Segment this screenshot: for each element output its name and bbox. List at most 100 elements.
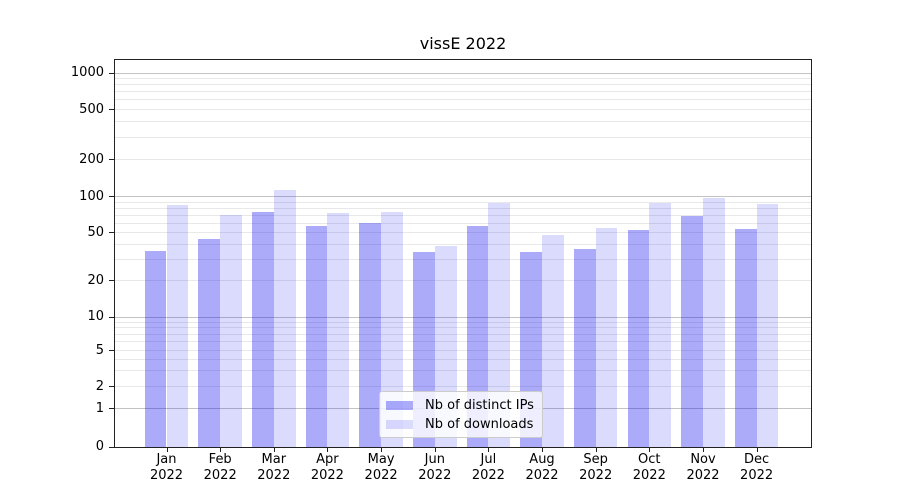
x-tick-mark xyxy=(703,448,704,452)
x-tick-label-aug: Aug 2022 xyxy=(514,452,570,483)
gridline-minor xyxy=(115,258,811,260)
x-tick-month: Apr xyxy=(316,452,339,467)
gridline-minor xyxy=(115,136,811,138)
bar-jan-distinct-ips xyxy=(144,250,167,447)
x-tick-month: Feb xyxy=(208,452,232,467)
y-tick-mark xyxy=(109,109,114,110)
y-tick-mark xyxy=(109,72,114,74)
chart-title: vissE 2022 xyxy=(419,34,507,53)
gridline-major xyxy=(115,316,811,318)
bar-dec-downloads xyxy=(756,204,779,447)
x-tick-mark xyxy=(381,448,383,452)
bar-mar-distinct-ips xyxy=(252,211,274,447)
bar-mar-downloads xyxy=(273,189,296,447)
bar-dec-distinct-ips xyxy=(734,229,757,447)
legend-swatch-downloads xyxy=(386,419,413,429)
gridline-minor xyxy=(115,370,811,372)
x-tick-year: 2022 xyxy=(364,467,398,483)
x-tick-year: 2022 xyxy=(257,467,291,483)
gridline-minor xyxy=(115,222,811,224)
gridline-minor xyxy=(115,350,811,351)
y-tick-mark xyxy=(109,159,114,160)
x-tick-year: 2022 xyxy=(632,467,666,483)
gridline-major xyxy=(115,72,811,74)
bar-jul-downloads xyxy=(488,203,511,447)
x-tick-month: Nov xyxy=(690,452,716,467)
y-tick-label: 500 xyxy=(79,101,104,117)
bar-aug-downloads xyxy=(542,235,564,447)
x-tick-mark xyxy=(166,448,168,452)
gridline-minor xyxy=(115,207,811,209)
x-tick-mark xyxy=(273,448,275,452)
gridline-minor xyxy=(115,99,811,101)
y-tick-label: 5 xyxy=(95,342,104,358)
gridline-minor xyxy=(115,358,811,360)
x-tick-year: 2022 xyxy=(579,467,613,483)
x-tick-label-jan: Jan 2022 xyxy=(139,452,195,483)
bar-oct-distinct-ips xyxy=(627,230,650,447)
gridline-minor xyxy=(115,341,811,343)
y-tick-mark xyxy=(109,196,114,197)
bar-sep-downloads xyxy=(595,228,618,447)
y-tick-label: 1000 xyxy=(70,65,104,80)
y-tick-label: 10 xyxy=(87,309,104,325)
gridline-minor xyxy=(115,201,811,203)
bar-sep-distinct-ips xyxy=(573,249,596,447)
y-tick-label: 1 xyxy=(95,400,104,416)
plot-inner: Nb of distinct IPs Nb of downloads xyxy=(115,60,811,447)
gridline-minor xyxy=(115,159,811,160)
plot-area: Nb of distinct IPs Nb of downloads xyxy=(114,59,812,448)
bar-oct-downloads xyxy=(649,203,672,447)
bar-feb-distinct-ips xyxy=(198,238,221,447)
x-tick-label-oct: Oct 2022 xyxy=(621,452,677,483)
x-tick-mark xyxy=(542,448,543,452)
gridline-minor xyxy=(115,232,811,233)
bar-jan-downloads xyxy=(166,205,189,447)
gridline-major xyxy=(115,196,811,197)
x-tick-label-feb: Feb 2022 xyxy=(192,452,248,483)
bar-nov-downloads xyxy=(703,197,725,447)
y-tick-mark xyxy=(109,232,114,233)
bar-nov-distinct-ips xyxy=(681,216,703,447)
y-tick-mark xyxy=(109,316,114,318)
x-tick-month: Jul xyxy=(480,452,497,467)
x-tick-month: Jan xyxy=(156,452,177,467)
x-tick-label-jul: Jul 2022 xyxy=(460,452,516,483)
gridline-minor xyxy=(115,214,811,216)
x-tick-month: Aug xyxy=(529,452,555,467)
x-tick-month: Mar xyxy=(261,452,287,467)
y-tick-label: 2 xyxy=(95,378,104,394)
gridline-minor xyxy=(115,121,811,123)
x-tick-label-sep: Sep 2022 xyxy=(568,452,624,483)
x-tick-year: 2022 xyxy=(686,467,720,483)
y-tick-label: 50 xyxy=(87,224,104,240)
legend-item-downloads: Nb of downloads xyxy=(386,415,534,434)
x-tick-month: Oct xyxy=(638,452,661,467)
x-tick-label-jun: Jun 2022 xyxy=(407,452,463,483)
gridline-minor xyxy=(115,78,811,79)
x-tick-year: 2022 xyxy=(740,467,774,483)
legend: Nb of distinct IPs Nb of downloads xyxy=(379,391,543,438)
legend-swatch-distinct-ips xyxy=(386,400,413,410)
x-tick-month: Jun xyxy=(424,452,445,467)
gridline-minor xyxy=(115,386,811,387)
x-tick-label-apr: Apr 2022 xyxy=(299,452,355,483)
x-tick-label-mar: Mar 2022 xyxy=(246,452,302,483)
x-tick-year: 2022 xyxy=(310,467,344,483)
x-tick-mark xyxy=(434,448,436,452)
x-tick-year: 2022 xyxy=(418,467,452,483)
x-tick-mark xyxy=(488,448,490,452)
x-tick-year: 2022 xyxy=(471,467,505,483)
x-tick-mark xyxy=(220,448,222,452)
bar-may-distinct-ips xyxy=(359,222,382,447)
x-tick-month: May xyxy=(367,452,395,467)
gridline-minor xyxy=(115,91,811,93)
y-tick-mark xyxy=(109,386,114,387)
gridline-minor xyxy=(115,327,811,329)
x-tick-mark xyxy=(595,448,597,452)
bar-apr-downloads xyxy=(327,213,350,447)
bar-may-downloads xyxy=(381,211,403,447)
x-tick-mark xyxy=(649,448,651,452)
y-tick-mark xyxy=(109,446,114,448)
